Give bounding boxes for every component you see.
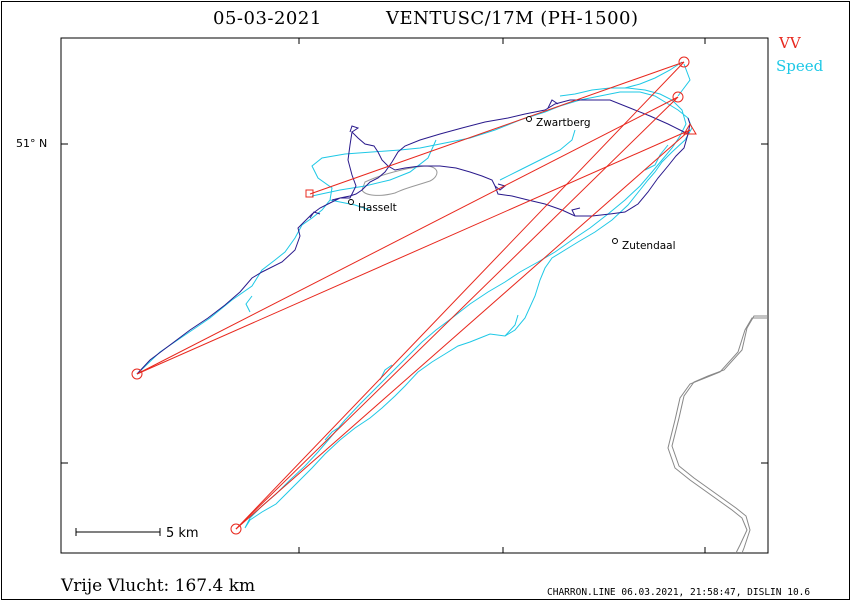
city-markers	[348, 116, 618, 244]
legend-speed: Speed	[776, 57, 824, 75]
flight-date: 05-03-2021	[213, 8, 322, 29]
task-legs	[136, 61, 691, 530]
latitude-label: 51° N	[16, 137, 48, 150]
plot-frame	[60, 37, 769, 554]
glider-title: VENTUSC/17M (PH-1500)	[386, 8, 639, 29]
legend-vv: VV	[779, 34, 801, 52]
speed-track	[136, 61, 693, 529]
scale-bar	[75, 528, 161, 536]
flight-track	[136, 99, 691, 375]
city-marker-zutendaal	[612, 238, 618, 244]
start-marker	[305, 189, 314, 198]
turnpoint-marker	[230, 523, 242, 535]
turnpoint-marker	[131, 368, 143, 380]
city-marker-zwartberg	[526, 116, 532, 122]
urban-area-outline	[361, 165, 438, 196]
turnpoints	[131, 56, 697, 535]
city-marker-hasselt	[348, 199, 354, 205]
city-label-hasselt: Hasselt	[358, 202, 397, 214]
scale-label: 5 km	[166, 526, 199, 541]
national-border-2	[671, 315, 768, 554]
generator-credit: CHARRON.LINE 06.03.2021, 21:58:47, DISLI…	[547, 587, 811, 598]
national-border	[667, 317, 768, 554]
distance-summary: Vrije Vlucht: 167.4 km	[61, 576, 256, 596]
finish-marker	[683, 123, 697, 135]
city-label-zwartberg: Zwartberg	[536, 117, 591, 129]
axis-ticks	[61, 38, 768, 553]
turnpoint-marker	[672, 91, 684, 103]
turnpoint-marker	[678, 56, 690, 68]
city-label-zutendaal: Zutendaal	[622, 240, 676, 252]
